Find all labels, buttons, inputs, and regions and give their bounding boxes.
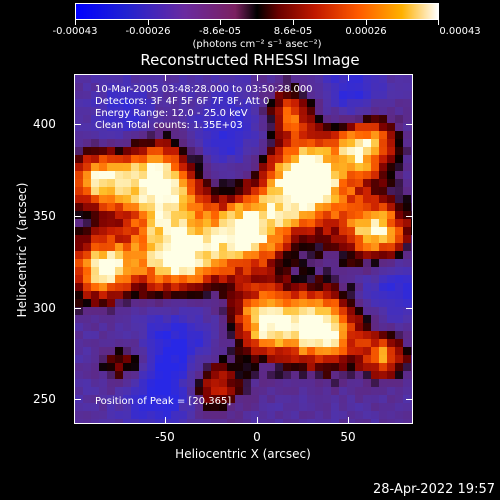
- colorbar-label: -0.00026: [125, 26, 171, 37]
- y-axis-title: Heliocentric Y (arcsec): [15, 182, 29, 318]
- y-tick-label: 300: [33, 301, 56, 315]
- timestamp: 28-Apr-2022 19:57: [373, 482, 495, 497]
- colorbar-label: 0.00026: [345, 26, 387, 37]
- colorbar-label: 0.00043: [439, 26, 481, 37]
- colorbar-label: 8.6e-05: [273, 26, 313, 37]
- x-tick-label: -50: [155, 430, 175, 444]
- info-time-range: 10-Mar-2005 03:48:28.000 to 03:50:28.000: [95, 84, 313, 95]
- info-total-counts: Clean Total counts: 1.35E+03: [95, 120, 243, 131]
- colorbar-label: -8.6e-05: [199, 26, 241, 37]
- info-peak-position: Position of Peak = [20,365]: [95, 396, 232, 407]
- y-tick-label: 250: [33, 392, 56, 406]
- plot-title: Reconstructed RHESSI Image: [140, 51, 360, 69]
- info-detectors: Detectors: 3F 4F 5F 6F 7F 8F, Att 0: [95, 96, 270, 107]
- info-energy-range: Energy Range: 12.0 - 25.0 keV: [95, 108, 248, 119]
- colorbar-units: (photons cm⁻² s⁻¹ asec⁻²): [192, 39, 322, 50]
- y-tick-label: 350: [33, 209, 56, 223]
- colorbar: [75, 3, 439, 20]
- x-tick-label: 50: [340, 430, 356, 444]
- x-axis-title: Heliocentric X (arcsec): [175, 447, 311, 461]
- rhessi-image-plot: 10-Mar-2005 03:48:28.000 to 03:50:28.000…: [74, 74, 413, 424]
- x-tick-label: 0: [253, 430, 261, 444]
- colorbar-label: -0.00043: [52, 26, 98, 37]
- y-tick-label: 400: [33, 117, 56, 131]
- rhessi-image: [75, 75, 412, 423]
